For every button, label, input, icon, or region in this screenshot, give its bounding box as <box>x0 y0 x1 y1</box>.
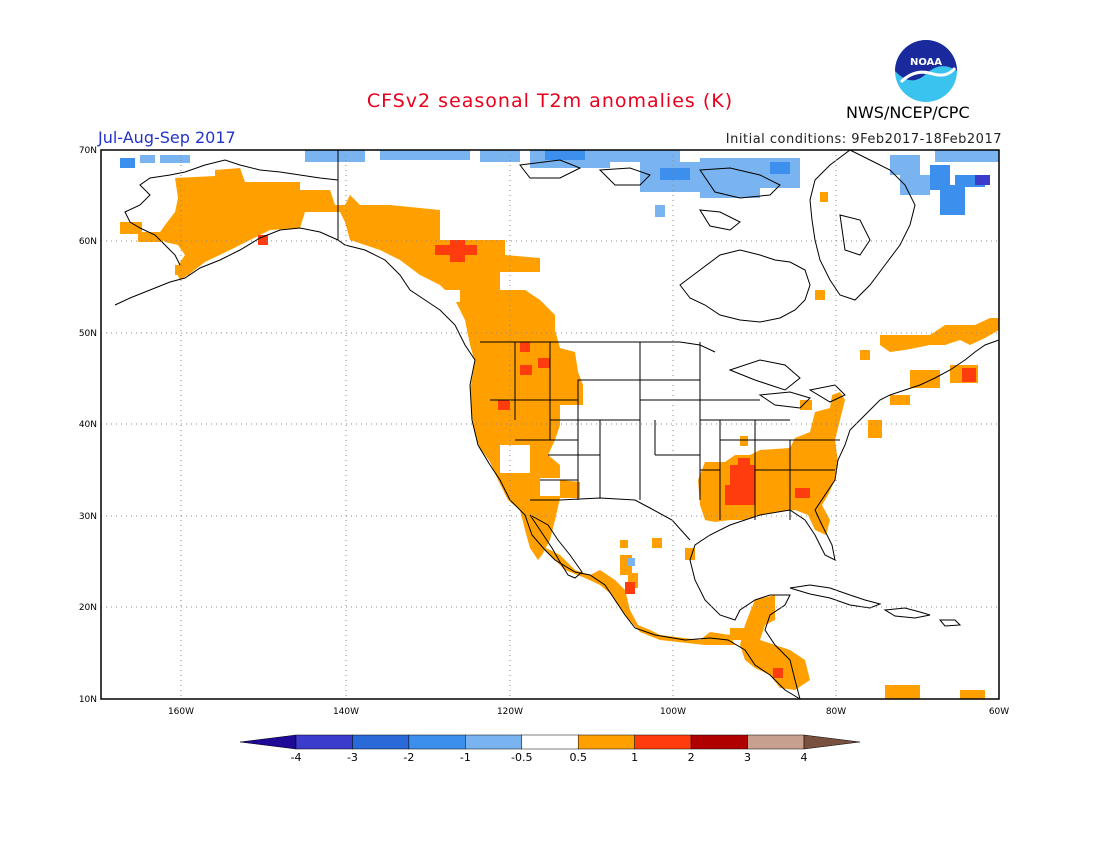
lat-label: 50N <box>79 329 97 339</box>
coastlines <box>114 150 999 699</box>
colorbar-segment <box>408 734 466 750</box>
colorbar-label: -4 <box>291 751 302 764</box>
anomaly-region-alaska-w <box>120 222 142 234</box>
map-frame <box>100 149 1000 700</box>
colorbar-segment <box>690 734 748 750</box>
lat-label: 20N <box>79 603 97 613</box>
lon-label: 140W <box>333 707 359 717</box>
anomaly-region-southeast-us <box>698 392 845 535</box>
lat-label: 70N <box>79 146 97 156</box>
noaa-logo-icon: NOAA <box>895 40 957 102</box>
lon-label: 160W <box>168 707 194 717</box>
colorbar-label: -3 <box>347 751 358 764</box>
colorbar-segment <box>239 734 297 750</box>
anomaly-region-central-america <box>740 595 810 690</box>
lat-labels: 70N 60N 50N 40N 30N 20N 10N <box>79 146 97 705</box>
anomaly-region-mexico-w <box>540 545 735 645</box>
colorbar-label: 1 <box>631 751 638 764</box>
colorbar: -4 -3 -2 -1 -0.5 0.5 1 2 3 4 <box>239 734 861 764</box>
colorbar-label: 0.5 <box>569 751 587 764</box>
colorbar-label: 3 <box>744 751 751 764</box>
colorbar-segment <box>521 734 579 750</box>
lat-label: 40N <box>79 420 97 430</box>
anomaly-region-northeast <box>880 318 999 352</box>
colorbar-segment <box>747 734 805 750</box>
lon-label: 120W <box>497 707 523 717</box>
lon-label: 80W <box>826 707 846 717</box>
lon-label: 60W <box>989 707 1009 717</box>
colorbar-segment <box>295 734 353 750</box>
colorbar-label: 4 <box>801 751 808 764</box>
season-label: Jul-Aug-Sep 2017 <box>98 128 236 147</box>
lat-label: 30N <box>79 512 97 522</box>
graticule <box>101 150 999 699</box>
colorbar-label: -1 <box>460 751 471 764</box>
agency-label: NWS/NCEP/CPC <box>846 103 970 122</box>
colorbar-label: 2 <box>688 751 695 764</box>
colorbar-segment <box>577 734 635 750</box>
anomaly-region-alaska <box>158 168 583 560</box>
lat-label: 10N <box>79 695 97 705</box>
colorbar-label: -2 <box>403 751 414 764</box>
lon-label: 100W <box>660 707 686 717</box>
initial-conditions-label: Initial conditions: 9Feb2017-18Feb2017 <box>725 132 1002 147</box>
colorbar-segment <box>634 734 692 750</box>
anomaly-shading <box>120 150 999 699</box>
anomaly-cells-cold <box>120 150 999 217</box>
logo-text: NOAA <box>910 57 942 68</box>
colorbar-segment <box>803 734 861 750</box>
map-title: CFSv2 seasonal T2m anomalies (K) <box>366 90 734 112</box>
anomaly-cells-red <box>258 235 976 678</box>
colorbar-label: -0.5 <box>511 751 532 764</box>
colorbar-segment <box>352 734 410 750</box>
colorbar-segment <box>465 734 523 750</box>
lat-label: 60N <box>79 237 97 247</box>
lon-labels: 160W 140W 120W 100W 80W 60W <box>168 707 1009 717</box>
